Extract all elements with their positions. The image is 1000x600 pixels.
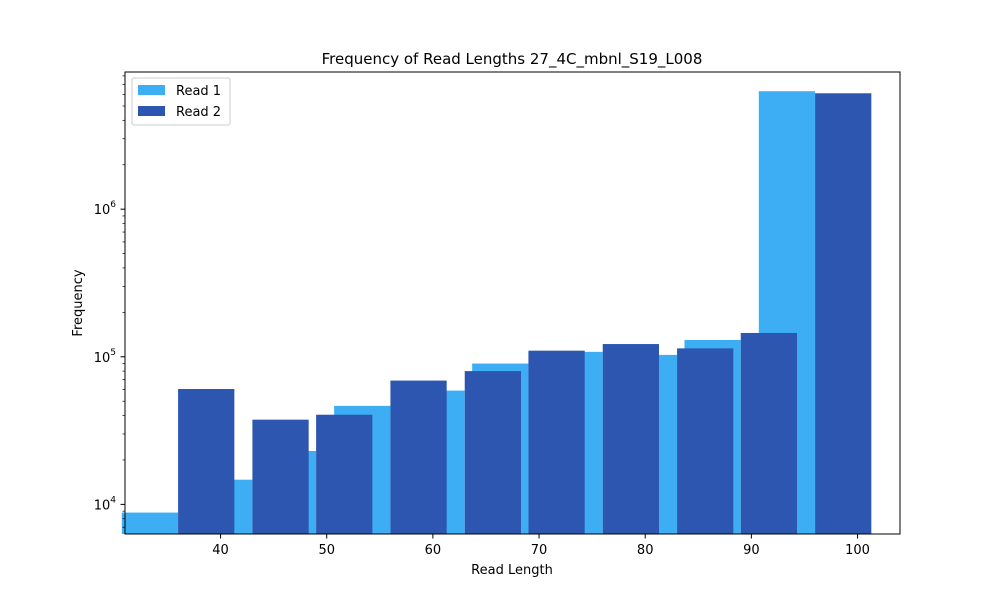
y-ticks: 104 105 106 [94,75,125,528]
x-tick-label: 90 [743,543,760,558]
bar-read-2-76 [602,344,660,534]
chart-title: Frequency of Read Lengths 27_4C_mbnl_S19… [322,50,703,69]
legend-label-read-1: Read 1 [176,84,221,99]
bar-read-2-56 [390,380,447,534]
y-tick-label: 106 [94,200,117,218]
bars-layer [121,91,872,535]
x-tick-label: 80 [637,543,654,558]
bar-read-2-43 [252,419,309,534]
x-tick-label: 40 [212,543,229,558]
bar-read-2-49 [316,414,373,534]
x-ticks: 40 50 60 70 80 90 100 [212,534,870,558]
bar-read-2-63 [464,371,521,534]
y-tick-label: 104 [94,495,117,513]
bar-read-2-36 [178,389,235,534]
bar-read-1-36 [121,512,179,534]
x-tick-label: 70 [531,543,548,558]
bar-read-2-83 [677,348,734,534]
x-tick-label: 60 [425,543,442,558]
plot-frame [124,71,901,535]
y-tick-label: 105 [94,348,116,366]
x-axis-label: Read Length [471,563,553,578]
bar-read-2-96 [815,93,872,535]
y-axis-label: Frequency [71,269,86,336]
bar-read-2-89 [740,332,798,534]
legend-swatch-read-1 [138,85,165,95]
legend-swatch-read-2 [138,106,165,116]
bar-read-2-69 [528,350,585,534]
legend: Read 1 Read 2 [131,77,231,126]
legend-label-read-2: Read 2 [176,105,221,120]
x-tick-label: 100 [845,543,870,558]
x-tick-label: 50 [318,543,335,558]
